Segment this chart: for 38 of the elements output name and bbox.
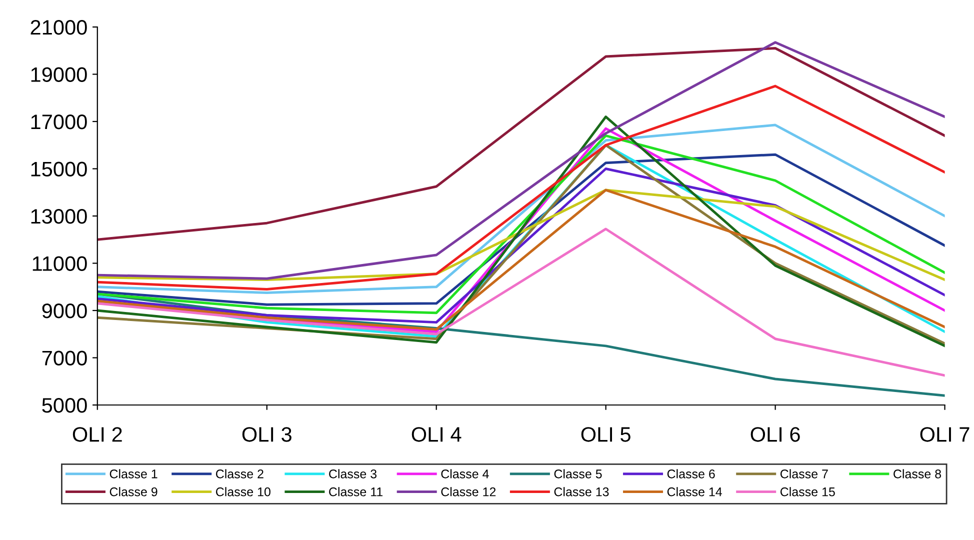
y-tick-label: 13000 xyxy=(31,209,87,224)
line-series xyxy=(97,188,945,282)
x-tick-label: OLI 6 xyxy=(750,427,800,442)
x-tick-label: OLI 2 xyxy=(72,427,122,442)
x-tick-label: OLI 5 xyxy=(581,427,630,442)
legend-label: Classe 11 xyxy=(329,487,382,496)
y-tick-label: 5000 xyxy=(42,398,87,413)
legend-label: Classe 9 xyxy=(110,487,158,496)
line-series xyxy=(97,47,945,241)
y-tick-label: 17000 xyxy=(31,114,87,130)
y-tick-label: 9000 xyxy=(42,304,87,318)
legend-label: Classe 2 xyxy=(216,469,264,478)
x-tick-label: OLI 7 xyxy=(920,427,970,442)
legend-label: Classe 15 xyxy=(780,487,835,496)
legend-label: Classe 10 xyxy=(216,487,270,496)
line-series xyxy=(97,188,945,331)
line-series xyxy=(97,84,945,290)
legend-label: Classe 4 xyxy=(441,469,489,478)
legend-label: Classe 8 xyxy=(894,469,942,478)
legend-label: Classe 14 xyxy=(667,487,722,496)
legend-label: Classe 5 xyxy=(554,469,602,478)
y-tick-label: 15000 xyxy=(31,162,87,177)
x-tick-label: OLI 4 xyxy=(412,427,462,442)
legend-label: Classe 6 xyxy=(667,469,715,478)
line-series xyxy=(97,124,945,294)
line-series xyxy=(97,228,945,377)
line-series xyxy=(97,41,945,280)
y-tick-label: 11000 xyxy=(32,256,87,272)
legend-label: Classe 1 xyxy=(110,469,158,478)
y-tick-label: 7000 xyxy=(42,350,87,366)
legend-label: Classe 12 xyxy=(441,487,496,496)
y-tick-label: 19000 xyxy=(31,67,87,82)
y-tick-label: 21000 xyxy=(30,20,87,35)
legend-label: Classe 13 xyxy=(554,487,609,496)
legend-label: Classe 7 xyxy=(780,469,828,478)
x-tick-label: OLI 3 xyxy=(242,427,292,442)
legend-label: Classe 3 xyxy=(329,469,377,478)
line-series xyxy=(97,168,945,324)
